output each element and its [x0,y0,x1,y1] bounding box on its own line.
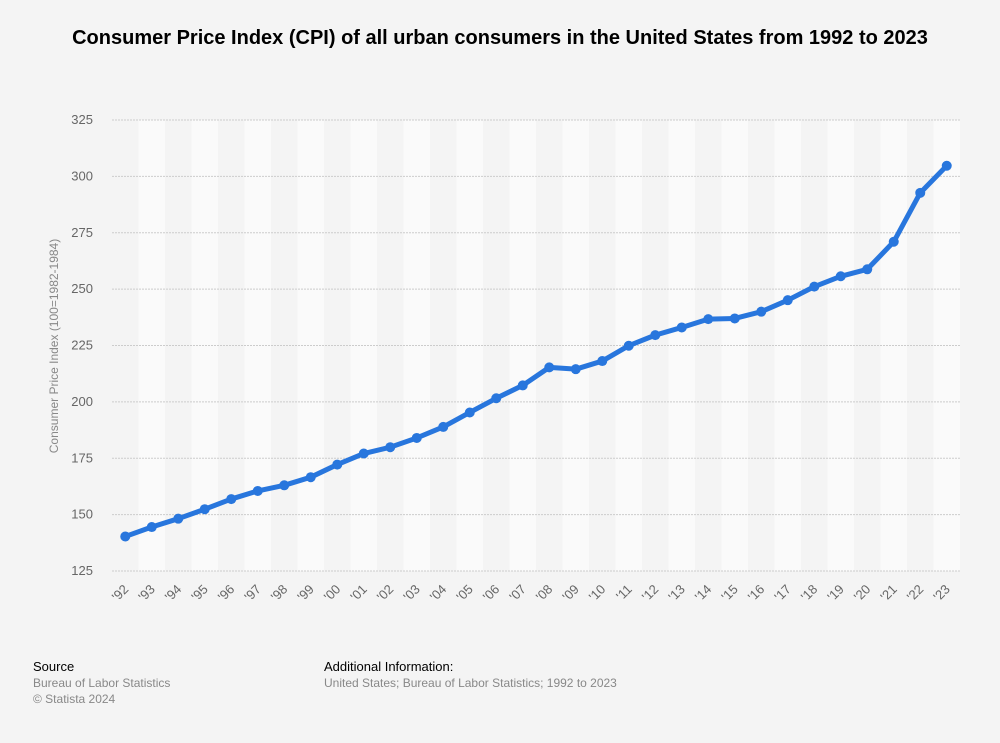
column-band [509,120,536,571]
x-tick-label: '12 [639,582,662,605]
data-point[interactable] [650,330,661,341]
x-tick-label: '14 [692,582,715,605]
data-point[interactable] [729,313,740,324]
x-tick-label: '17 [771,582,794,605]
x-tick-label: '99 [294,582,317,605]
data-point[interactable] [570,364,581,375]
x-tick-label: '05 [453,582,476,605]
y-tick-label: 175 [71,450,93,465]
y-tick-label: 250 [71,281,93,296]
y-axis-label: Consumer Price Index (100=1982-1984) [47,239,61,453]
x-tick-label: '21 [877,582,900,605]
data-point[interactable] [279,480,290,491]
y-tick-label: 300 [71,168,93,183]
data-point[interactable] [862,264,873,275]
source-heading: Source [33,659,75,674]
data-point[interactable] [173,513,184,524]
data-point[interactable] [464,407,475,418]
x-tick-label: '98 [268,582,291,605]
x-tick-label: '06 [480,582,503,605]
data-point[interactable] [835,271,846,282]
x-tick-label: '19 [824,582,847,605]
data-point[interactable] [676,322,687,333]
data-point[interactable] [385,442,396,453]
x-tick-label: '94 [162,582,185,605]
x-tick-label: '95 [188,582,211,605]
y-tick-label: 225 [71,338,93,353]
x-tick-label: '08 [533,582,556,605]
data-point[interactable] [146,522,157,533]
x-tick-label: '15 [718,582,741,605]
source-line: Bureau of Labor Statistics [33,676,171,690]
data-point[interactable] [411,432,422,443]
y-tick-label: 150 [71,507,93,522]
data-point[interactable] [888,236,899,247]
x-tick-label: '16 [745,582,768,605]
y-axis-ticks: 125 150 175 200 225 250 275 300 325 [71,112,93,578]
x-tick-label: '01 [347,582,370,605]
additional-info-heading: Additional Information: [324,659,454,674]
x-tick-label: '23 [930,582,953,605]
data-point[interactable] [332,459,343,470]
x-tick-label: '18 [798,582,821,605]
line-chart: 125 150 175 200 225 250 275 300 325 '92'93'94'95… [47,112,960,605]
x-tick-label: '20 [851,582,874,605]
y-tick-label: 325 [71,112,93,127]
data-point[interactable] [358,448,369,459]
additional-info-line: United States; Bureau of Labor Statistic… [324,676,617,690]
x-tick-label: '10 [586,582,609,605]
x-axis-ticks: '92'93'94'95'96'97'98'99'00'01'02'03'04 '… [109,582,953,605]
data-point[interactable] [941,160,952,171]
column-band [191,120,218,571]
data-point[interactable] [597,356,608,367]
x-tick-label: '96 [215,582,238,605]
y-tick-label: 125 [71,563,93,578]
data-point[interactable] [252,485,263,496]
column-band [827,120,854,571]
data-point[interactable] [305,472,316,483]
data-point[interactable] [809,281,820,292]
data-point[interactable] [438,421,449,432]
x-tick-label: '13 [665,582,688,605]
x-tick-label: '04 [427,582,450,605]
data-point[interactable] [491,393,502,404]
chart-title: Consumer Price Index (CPI) of all urban … [72,27,928,49]
data-point[interactable] [199,504,210,515]
data-point[interactable] [756,306,767,317]
x-tick-label: '11 [613,582,635,604]
y-tick-label: 275 [71,225,93,240]
data-point[interactable] [120,531,131,542]
x-tick-label: '07 [506,582,529,605]
x-tick-label: '22 [904,582,927,605]
x-tick-label: '03 [400,582,423,605]
x-tick-label: '09 [559,582,582,605]
data-point[interactable] [782,295,793,306]
x-tick-label: '93 [135,582,158,605]
y-tick-label: 200 [71,394,93,409]
data-point[interactable] [226,494,237,505]
data-point[interactable] [623,340,634,351]
data-point[interactable] [703,314,714,325]
x-tick-label: '00 [321,582,344,605]
gridlines [112,119,960,572]
data-points [120,160,952,542]
x-tick-label: '92 [109,582,132,605]
column-band [350,120,377,571]
data-point[interactable] [915,187,926,198]
column-band [668,120,695,571]
x-tick-label: '97 [241,582,264,605]
copyright-line: © Statista 2024 [33,692,116,706]
data-point[interactable] [544,362,555,373]
x-tick-label: '02 [374,582,397,605]
data-point[interactable] [517,380,528,391]
